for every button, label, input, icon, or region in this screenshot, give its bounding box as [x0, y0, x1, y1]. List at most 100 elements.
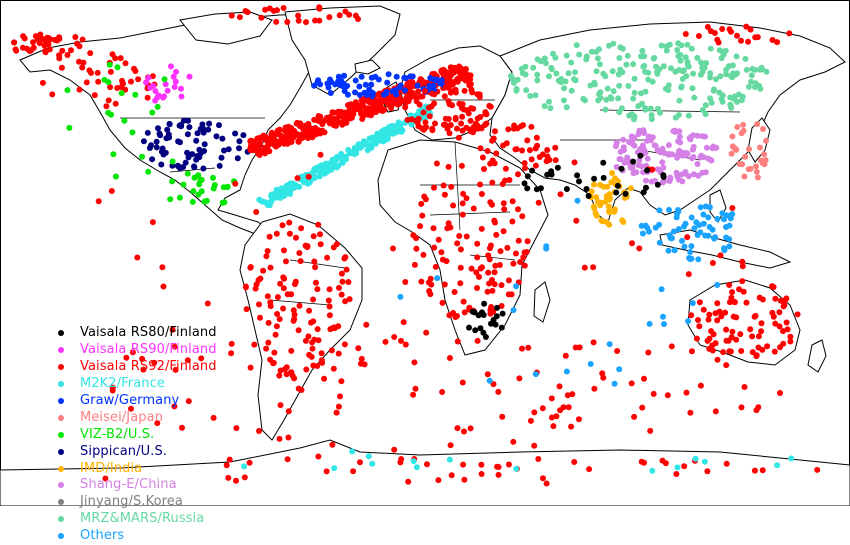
station-marker	[733, 336, 740, 343]
station-marker	[342, 113, 349, 120]
station-marker	[593, 194, 600, 201]
station-marker	[454, 425, 461, 432]
station-marker	[597, 89, 604, 96]
station-marker	[390, 123, 397, 129]
station-marker	[729, 328, 736, 335]
station-marker	[696, 323, 703, 330]
station-marker	[429, 127, 436, 134]
station-marker	[480, 312, 487, 318]
station-marker	[161, 76, 168, 83]
station-marker	[266, 202, 273, 209]
station-marker	[737, 331, 744, 338]
station-marker	[379, 98, 386, 105]
station-marker	[457, 65, 464, 71]
station-marker	[346, 296, 353, 303]
station-marker	[723, 212, 730, 219]
station-marker	[274, 294, 281, 301]
station-marker	[624, 154, 631, 161]
station-marker	[234, 155, 241, 162]
station-marker	[110, 151, 117, 158]
station-marker	[670, 228, 677, 235]
station-marker	[712, 408, 719, 415]
station-marker	[695, 317, 701, 323]
station-marker	[702, 232, 709, 239]
station-marker	[712, 234, 719, 241]
station-marker	[689, 146, 696, 153]
station-marker	[489, 287, 496, 294]
station-marker	[616, 82, 623, 89]
station-marker	[776, 323, 783, 330]
iceland-outline	[354, 59, 381, 75]
station-marker	[317, 241, 324, 248]
station-marker	[448, 472, 455, 479]
station-marker	[426, 288, 433, 294]
station-marker	[185, 398, 192, 405]
station-marker	[613, 189, 620, 196]
station-marker	[554, 164, 561, 171]
station-marker	[683, 389, 690, 396]
station-marker	[444, 125, 451, 132]
station-marker	[317, 130, 324, 137]
station-marker	[776, 309, 783, 316]
station-marker	[561, 85, 568, 92]
station-marker	[734, 124, 741, 130]
station-marker	[288, 347, 295, 354]
station-marker	[662, 85, 669, 92]
station-marker	[155, 125, 161, 132]
station-marker	[710, 331, 717, 338]
station-marker	[463, 233, 470, 240]
station-marker	[631, 142, 638, 149]
station-marker	[613, 139, 620, 146]
station-marker	[665, 142, 672, 149]
station-marker	[314, 286, 321, 293]
station-marker	[638, 163, 645, 170]
station-marker	[42, 48, 49, 55]
station-marker	[688, 214, 695, 221]
antarctica-outline	[0, 439, 850, 506]
legend-marker-icon	[58, 347, 64, 354]
station-marker	[380, 127, 387, 134]
station-marker	[721, 246, 728, 253]
station-marker	[147, 84, 154, 91]
station-marker	[638, 458, 645, 465]
station-marker	[617, 148, 624, 155]
station-marker	[324, 254, 331, 261]
station-marker	[336, 284, 342, 291]
station-marker	[519, 70, 526, 77]
station-marker	[454, 240, 461, 247]
station-marker	[372, 73, 379, 80]
station-marker	[285, 408, 292, 415]
station-marker	[459, 379, 466, 386]
station-marker	[774, 462, 781, 469]
station-marker	[546, 157, 553, 163]
map-canvas	[0, 0, 850, 506]
station-marker	[363, 321, 370, 328]
station-marker	[460, 190, 467, 197]
station-marker	[280, 305, 287, 312]
station-marker	[703, 144, 710, 151]
station-marker	[747, 326, 754, 333]
station-marker	[319, 121, 326, 128]
station-marker	[267, 135, 274, 142]
station-marker	[216, 122, 222, 129]
station-marker	[489, 179, 496, 186]
station-marker	[676, 133, 683, 140]
station-marker	[668, 343, 675, 350]
station-marker	[528, 156, 535, 163]
station-marker	[310, 318, 317, 325]
station-marker	[693, 335, 700, 342]
station-marker	[754, 174, 761, 181]
station-marker	[262, 133, 269, 140]
station-marker	[446, 355, 453, 361]
legend-item: Jinyang/S.Korea	[58, 494, 217, 511]
station-marker	[644, 155, 651, 162]
station-marker	[587, 361, 594, 367]
station-marker	[410, 391, 417, 398]
station-marker	[56, 34, 63, 41]
station-marker	[257, 314, 263, 321]
station-marker	[368, 144, 375, 151]
station-marker	[467, 425, 474, 432]
station-marker	[385, 124, 392, 131]
station-marker	[352, 102, 359, 109]
station-marker	[186, 124, 193, 131]
